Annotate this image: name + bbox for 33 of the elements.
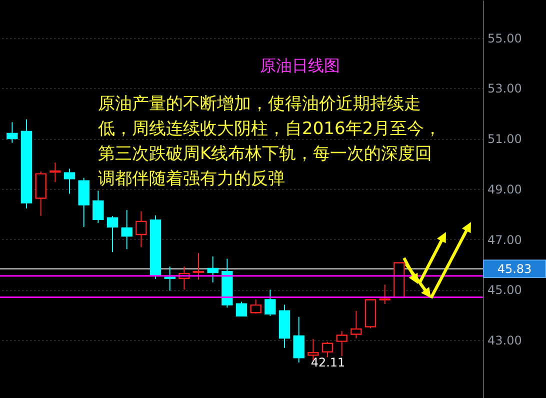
candlestick xyxy=(236,301,248,316)
annotation: 42.11 xyxy=(310,355,346,370)
annotation: 第三次跌破周K线布林下轨，每一次的深度回 xyxy=(98,144,432,164)
candlestick xyxy=(50,162,61,183)
candlestick xyxy=(336,330,348,357)
candlestick xyxy=(64,168,76,194)
y-tick-label: 55.00 xyxy=(488,31,522,46)
candlestick xyxy=(92,190,104,224)
y-tick-label: 51.00 xyxy=(488,132,522,146)
y-tick-label: 53.00 xyxy=(488,82,522,96)
candlestick xyxy=(207,256,218,283)
candlestick xyxy=(250,299,262,314)
candlestick xyxy=(264,289,276,316)
annotation: 调都伴随着强有力的反弹 xyxy=(98,169,285,189)
candlestick xyxy=(293,316,304,363)
y-tick-label: 45.00 xyxy=(488,283,522,298)
candlestick xyxy=(136,210,147,248)
candlestick xyxy=(6,122,18,144)
candlestick xyxy=(379,284,390,305)
y-tick-label: 43.00 xyxy=(488,334,522,348)
candlestick xyxy=(78,177,90,228)
text: 原油日线图 xyxy=(260,56,340,75)
candlestick xyxy=(106,216,118,253)
candlestick xyxy=(322,341,334,358)
y-tick-label: 49.00 xyxy=(488,182,522,196)
candlestick xyxy=(121,210,132,250)
annotation: 原油产量的不断增加，使得油价近期持续走 xyxy=(98,94,421,114)
y-tick-label: 47.00 xyxy=(488,232,522,247)
annotation: 低，周线连续收大阴柱，自2016年2月至今， xyxy=(98,119,442,139)
candlestick xyxy=(350,310,362,339)
candlestick xyxy=(192,252,204,280)
ref-line-label: 45.83 xyxy=(497,262,532,276)
candlestick xyxy=(164,266,176,292)
